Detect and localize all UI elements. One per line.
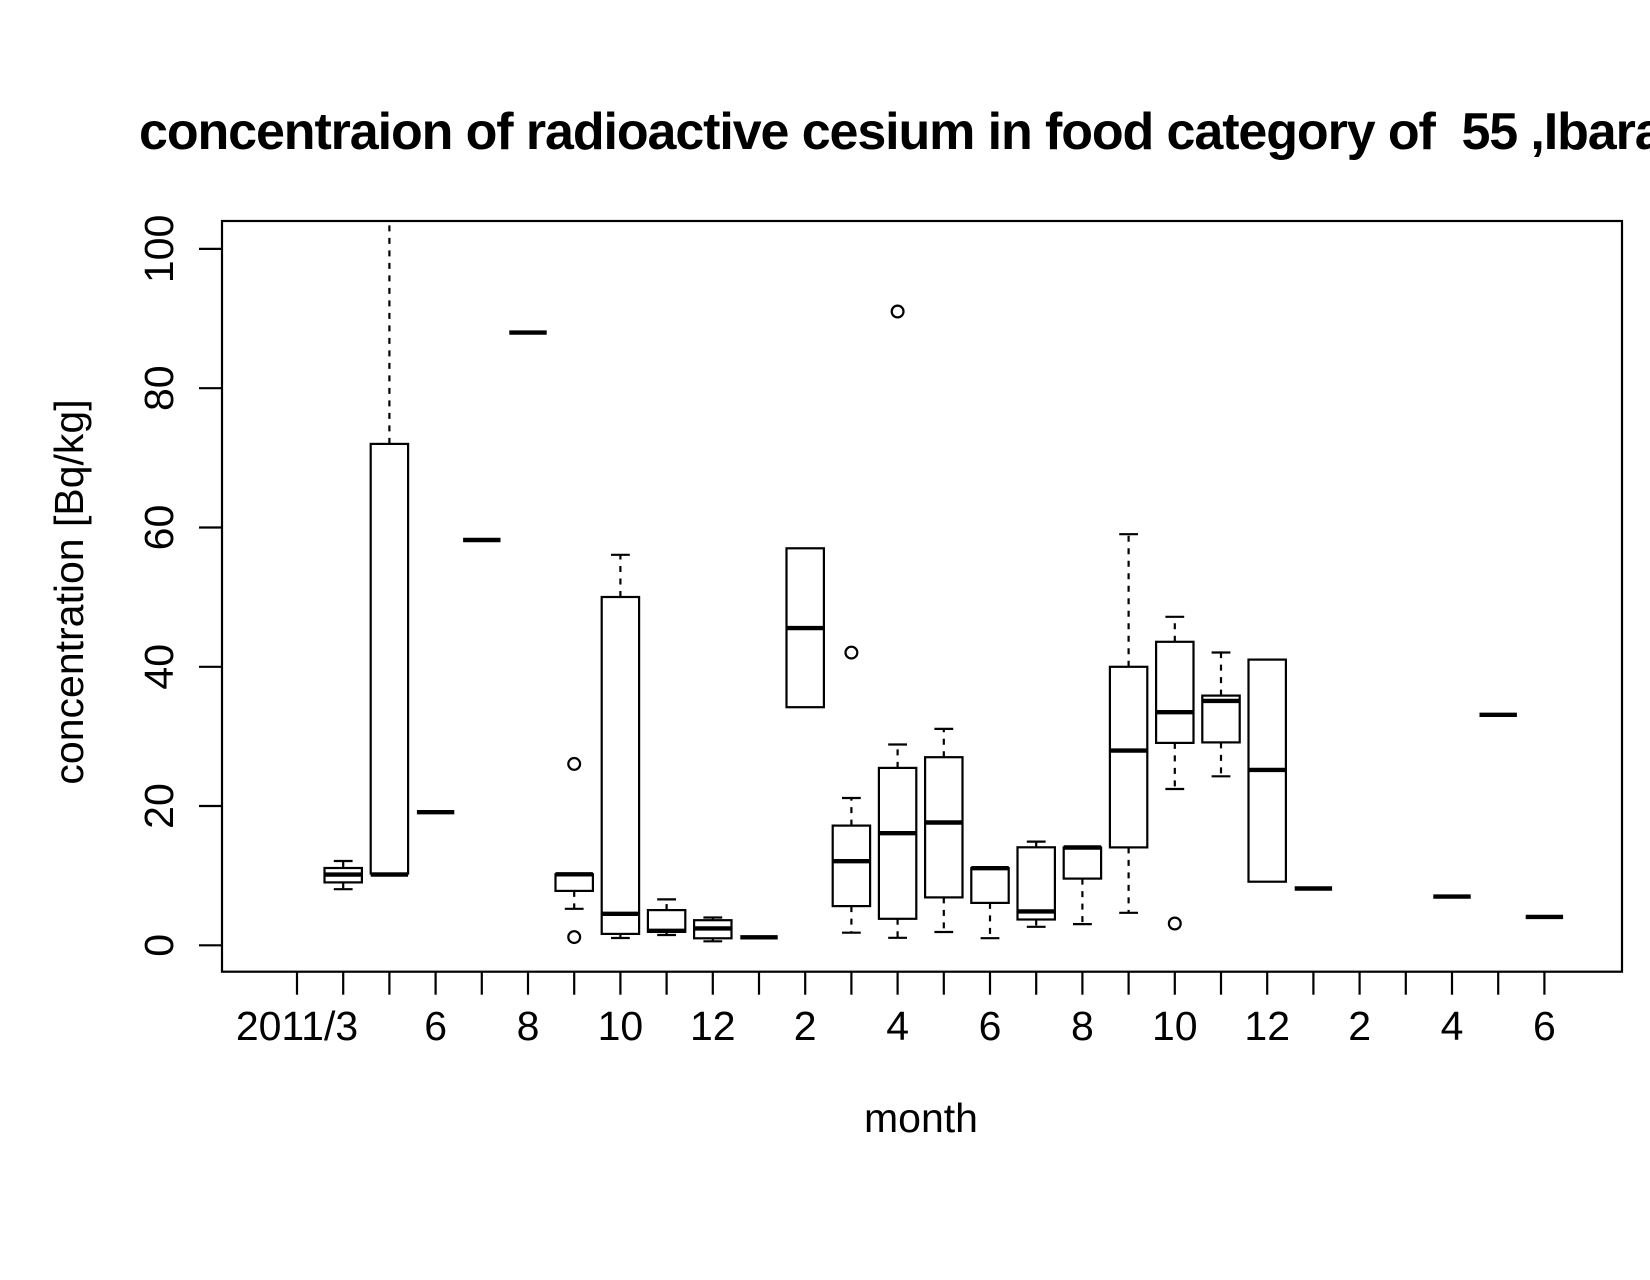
svg-text:8: 8 bbox=[517, 1003, 540, 1049]
svg-text:60: 60 bbox=[136, 505, 182, 551]
svg-text:2011/3: 2011/3 bbox=[236, 1003, 358, 1049]
svg-text:concentration [Bq/kg]: concentration [Bq/kg] bbox=[46, 399, 92, 784]
svg-text:4: 4 bbox=[886, 1003, 909, 1049]
svg-text:40: 40 bbox=[136, 644, 182, 690]
svg-text:month: month bbox=[864, 1095, 978, 1141]
svg-text:12: 12 bbox=[690, 1003, 736, 1049]
svg-text:100: 100 bbox=[136, 215, 182, 283]
svg-text:6: 6 bbox=[979, 1003, 1002, 1049]
svg-text:concentraion of radioactive ce: concentraion of radioactive cesium in fo… bbox=[139, 103, 1650, 161]
svg-text:10: 10 bbox=[598, 1003, 644, 1049]
svg-text:20: 20 bbox=[136, 783, 182, 829]
svg-text:6: 6 bbox=[424, 1003, 447, 1049]
svg-text:4: 4 bbox=[1441, 1003, 1464, 1049]
svg-text:12: 12 bbox=[1244, 1003, 1290, 1049]
svg-text:2: 2 bbox=[1348, 1003, 1371, 1049]
svg-text:2: 2 bbox=[794, 1003, 817, 1049]
svg-text:80: 80 bbox=[136, 365, 182, 411]
svg-text:6: 6 bbox=[1533, 1003, 1556, 1049]
svg-text:8: 8 bbox=[1071, 1003, 1094, 1049]
svg-text:10: 10 bbox=[1152, 1003, 1198, 1049]
svg-text:0: 0 bbox=[136, 934, 182, 957]
